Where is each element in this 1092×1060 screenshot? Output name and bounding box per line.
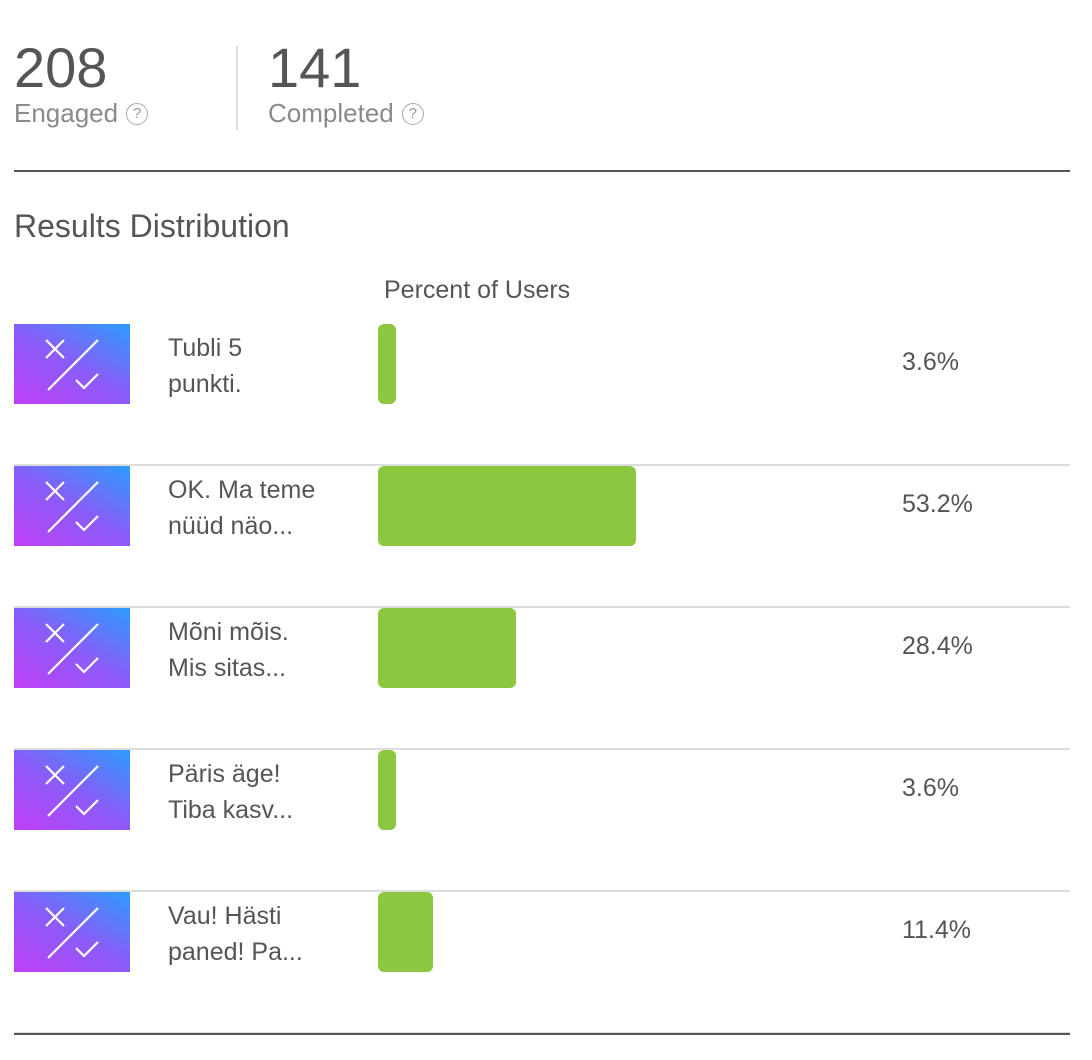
axis-label: Percent of Users — [384, 276, 571, 304]
bar — [378, 466, 637, 546]
result-label-line: nüüd näo... — [168, 512, 294, 540]
percent-label: 3.6% — [902, 348, 959, 376]
result-label-line: OK. Ma teme — [168, 476, 316, 504]
completed-value: 141 — [268, 36, 362, 99]
result-label: Vau! Hästi paned! Pa... — [168, 898, 303, 970]
divider — [14, 1033, 1070, 1035]
quiz-thumbnail-icon — [14, 892, 130, 972]
result-label-line: Tiba kasv... — [168, 796, 294, 824]
bar — [378, 324, 396, 404]
bar — [378, 608, 516, 688]
engaged-label: Engaged — [14, 98, 119, 128]
completed-label: Completed — [268, 98, 394, 128]
stat-engaged: 208 Engaged? — [14, 36, 268, 129]
result-label-line: paned! Pa... — [168, 938, 303, 966]
stat-completed: 141 Completed? — [268, 36, 424, 129]
result-label: Päris äge! Tiba kasv... — [168, 756, 293, 828]
result-label: Tubli 5 punkti. — [168, 330, 242, 402]
bar — [378, 892, 434, 972]
result-label: Mõni mõis. Mis sitas... — [168, 614, 289, 686]
result-label-line: Vau! Hästi — [168, 902, 282, 930]
result-row: Mõni mõis. Mis sitas... 28.4% — [14, 608, 1070, 750]
bar — [378, 750, 396, 830]
quiz-thumbnail-icon — [14, 466, 130, 546]
quiz-thumbnail-icon — [14, 750, 130, 830]
result-label-line: punkti. — [168, 370, 242, 398]
result-label-line: Mõni mõis. — [168, 618, 289, 646]
result-row: Päris äge! Tiba kasv... 3.6% — [14, 750, 1070, 892]
result-row: Tubli 5 punkti. 3.6% — [14, 324, 1070, 466]
result-row: OK. Ma teme nüüd näo... 53.2% — [14, 466, 1070, 608]
help-icon[interactable]: ? — [126, 102, 149, 125]
engaged-value: 208 — [14, 36, 108, 99]
divider — [236, 46, 238, 130]
result-row: Vau! Hästi paned! Pa... 11.4% — [14, 892, 1070, 1034]
divider — [14, 170, 1070, 172]
quiz-thumbnail-icon — [14, 324, 130, 404]
quiz-thumbnail-icon — [14, 608, 130, 688]
percent-label: 53.2% — [902, 490, 973, 518]
percent-label: 11.4% — [902, 916, 972, 944]
percent-label: 3.6% — [902, 774, 959, 802]
stats: 208 Engaged? 141 Completed? — [14, 36, 424, 129]
result-label-line: Päris äge! — [168, 760, 281, 788]
result-label-line: Mis sitas... — [168, 654, 287, 682]
section-title: Results Distribution — [14, 208, 290, 244]
result-label-line: Tubli 5 — [168, 334, 243, 362]
help-icon[interactable]: ? — [401, 102, 424, 125]
result-label: OK. Ma teme nüüd näo... — [168, 472, 315, 544]
percent-label: 28.4% — [902, 632, 973, 660]
